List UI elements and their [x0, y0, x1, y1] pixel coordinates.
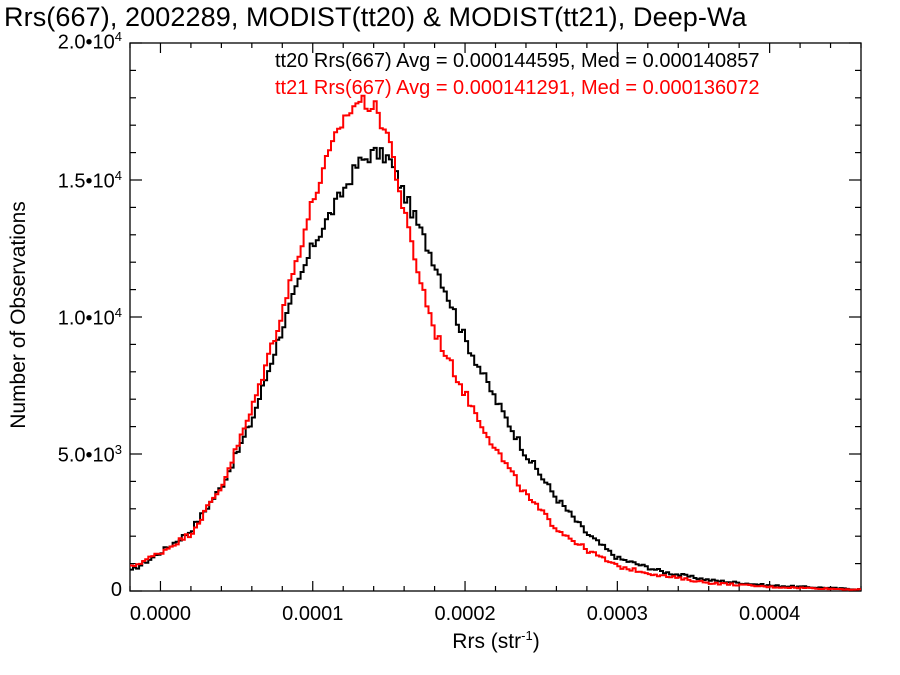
plot-frame: [129, 42, 862, 592]
x-tick-label: 0.0003: [586, 603, 648, 625]
x-axis-label-text: Rrs (str: [452, 630, 522, 653]
y-tick-exponent: 3: [114, 442, 122, 457]
series-tt20-line: [130, 146, 861, 591]
y-tick-mantissa: 2.0•10: [57, 31, 115, 54]
x-tick-label: 0.0004: [739, 603, 801, 625]
y-tick-label: 1.0•104: [58, 305, 122, 331]
x-tick-label: 0.0000: [129, 603, 192, 625]
y-tick-label: 1.5•104: [58, 168, 122, 194]
y-tick-exponent: 4: [114, 29, 122, 44]
x-tick-label: 0.0002: [434, 603, 496, 625]
x-axis-label: Rrs (str-1): [452, 628, 539, 654]
y-tick-exponent: 4: [114, 168, 122, 183]
legend-entry-tt20: tt20 Rrs(667) Avg = 0.000144595, Med = 0…: [275, 50, 760, 72]
y-tick-mantissa: 5.0•10: [57, 444, 115, 467]
y-tick-mantissa: 1.5•10: [57, 170, 115, 193]
x-axis-label-sup: -1: [521, 628, 533, 643]
x-axis-label-close: ): [532, 630, 540, 653]
x-tick-label: 0.0001: [282, 603, 344, 625]
y-axis-label: Number of Observations: [7, 201, 30, 429]
y-tick-label: 0: [111, 579, 122, 602]
y-tick-exponent: 4: [114, 305, 122, 320]
series-tt21-line: [130, 94, 861, 591]
y-tick-label: 2.0•104: [58, 29, 122, 55]
y-tick-label: 5.0•103: [58, 442, 122, 468]
tick-marks: [129, 42, 862, 592]
y-tick-mantissa: 1.0•10: [57, 307, 115, 330]
y-tick-mantissa: 0: [110, 579, 122, 601]
legend-entry-tt21: tt21 Rrs(667) Avg = 0.000141291, Med = 0…: [275, 77, 760, 99]
chart-title: Rrs(667), 2002289, MODIST(tt20) & MODIST…: [4, 2, 747, 32]
